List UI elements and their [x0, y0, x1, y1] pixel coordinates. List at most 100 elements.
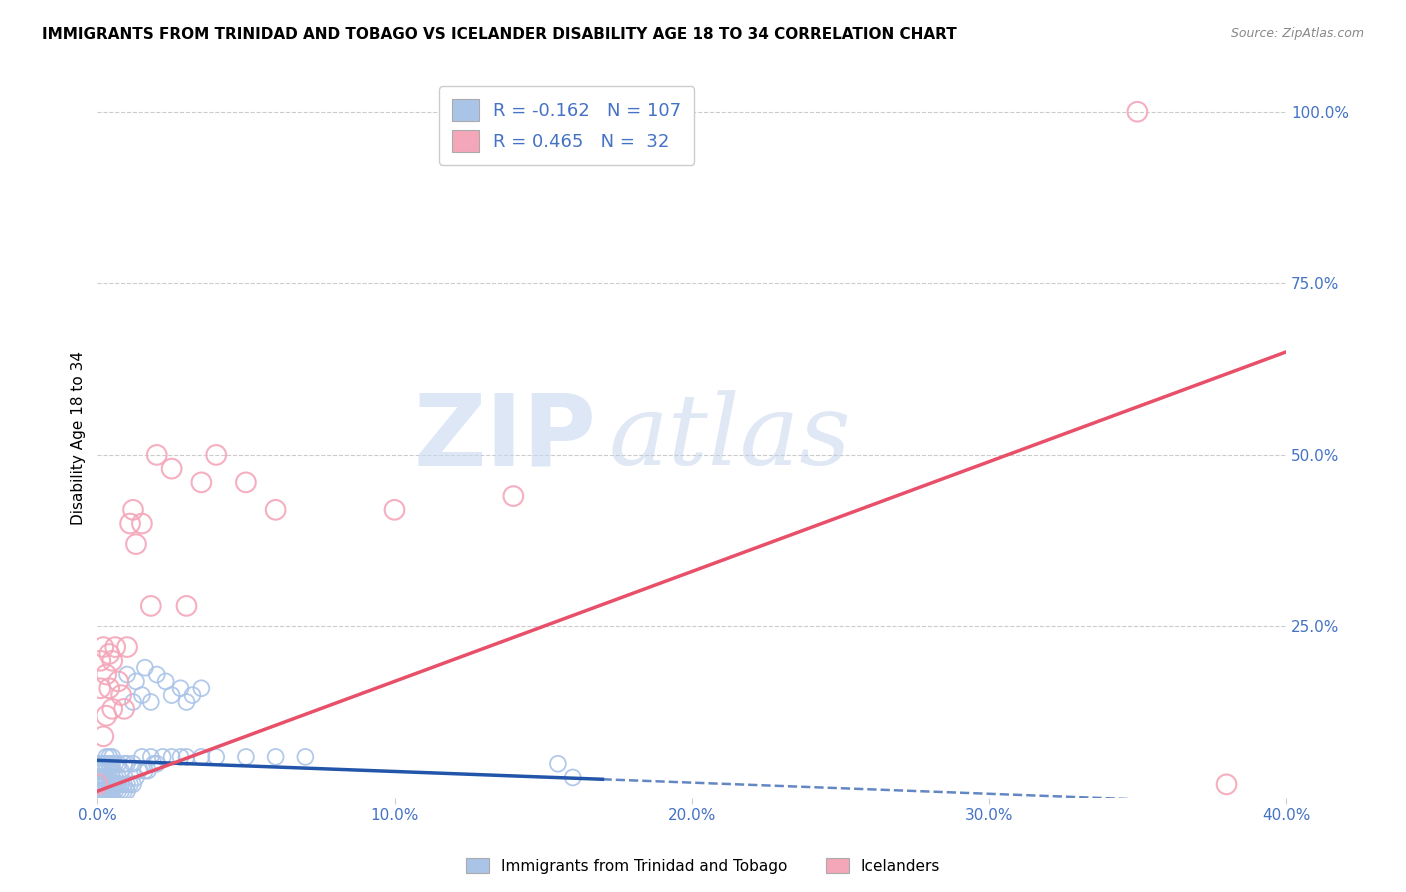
Point [101, 764, 124, 778]
Point [96, 708, 118, 723]
Point [502, 489, 524, 503]
Point [98, 784, 121, 798]
Point [89, 784, 111, 798]
Point [96, 750, 118, 764]
Point [169, 681, 191, 696]
Point [125, 771, 148, 785]
Point [98, 750, 121, 764]
Point [107, 674, 129, 689]
Point [264, 750, 287, 764]
Point [86, 784, 108, 798]
Point [264, 503, 287, 517]
Point [86, 791, 108, 805]
Point [96, 784, 118, 798]
Point [160, 688, 183, 702]
Point [89, 681, 111, 696]
Point [190, 681, 212, 696]
Point [160, 750, 183, 764]
Point [86, 764, 108, 778]
Point [176, 599, 198, 613]
Point [112, 702, 135, 716]
Point [205, 448, 228, 462]
Point [89, 771, 111, 785]
Point [118, 777, 141, 791]
Point [139, 695, 162, 709]
Point [91, 771, 114, 785]
Point [91, 756, 114, 771]
Point [146, 667, 169, 681]
Point [86, 784, 108, 798]
Point [142, 756, 165, 771]
Point [91, 729, 114, 743]
Point [107, 756, 129, 771]
Point [96, 777, 118, 791]
Point [89, 771, 111, 785]
Point [89, 764, 111, 778]
Text: atlas: atlas [609, 390, 851, 485]
Point [91, 777, 114, 791]
Point [134, 661, 156, 675]
Point [110, 688, 132, 702]
Point [190, 475, 212, 490]
Point [96, 756, 118, 771]
Point [91, 764, 114, 778]
Point [107, 784, 129, 798]
Point [181, 688, 204, 702]
Point [98, 764, 121, 778]
Point [86, 771, 108, 785]
Text: ZIP: ZIP [413, 389, 596, 486]
Point [98, 647, 121, 661]
Point [146, 756, 169, 771]
Point [89, 764, 111, 778]
Point [89, 777, 111, 791]
Point [104, 771, 127, 785]
Point [86, 777, 108, 791]
Legend: R = -0.162   N = 107, R = 0.465   N =  32: R = -0.162 N = 107, R = 0.465 N = 32 [439, 87, 695, 165]
Point [98, 756, 121, 771]
Point [98, 791, 121, 805]
Point [139, 750, 162, 764]
Point [89, 654, 111, 668]
Point [190, 750, 212, 764]
Point [98, 784, 121, 798]
Point [131, 688, 153, 702]
Point [101, 784, 124, 798]
Point [86, 777, 108, 791]
Point [96, 777, 118, 791]
Point [107, 771, 129, 785]
Point [96, 771, 118, 785]
Point [86, 791, 108, 805]
Point [115, 640, 138, 654]
Point [384, 503, 406, 517]
Point [96, 764, 118, 778]
Point [110, 784, 132, 798]
Point [86, 777, 108, 791]
Point [131, 516, 153, 531]
Point [91, 771, 114, 785]
Point [294, 750, 316, 764]
Point [104, 640, 127, 654]
Point [112, 777, 135, 791]
Point [98, 681, 121, 696]
Point [118, 516, 141, 531]
Point [101, 771, 124, 785]
Point [134, 764, 156, 778]
Point [115, 667, 138, 681]
Point [1126, 104, 1149, 119]
Point [122, 503, 145, 517]
Point [115, 784, 138, 798]
Point [91, 784, 114, 798]
Point [89, 756, 111, 771]
Point [101, 756, 124, 771]
Point [101, 654, 124, 668]
Point [176, 695, 198, 709]
Text: IMMIGRANTS FROM TRINIDAD AND TOBAGO VS ICELANDER DISABILITY AGE 18 TO 34 CORRELA: IMMIGRANTS FROM TRINIDAD AND TOBAGO VS I… [42, 27, 957, 42]
Point [176, 750, 198, 764]
Point [1215, 777, 1237, 791]
Point [122, 756, 145, 771]
Point [160, 461, 183, 475]
Legend: Immigrants from Trinidad and Tobago, Icelanders: Immigrants from Trinidad and Tobago, Ice… [460, 852, 946, 880]
Point [561, 771, 583, 785]
Point [547, 756, 569, 771]
Point [104, 777, 127, 791]
